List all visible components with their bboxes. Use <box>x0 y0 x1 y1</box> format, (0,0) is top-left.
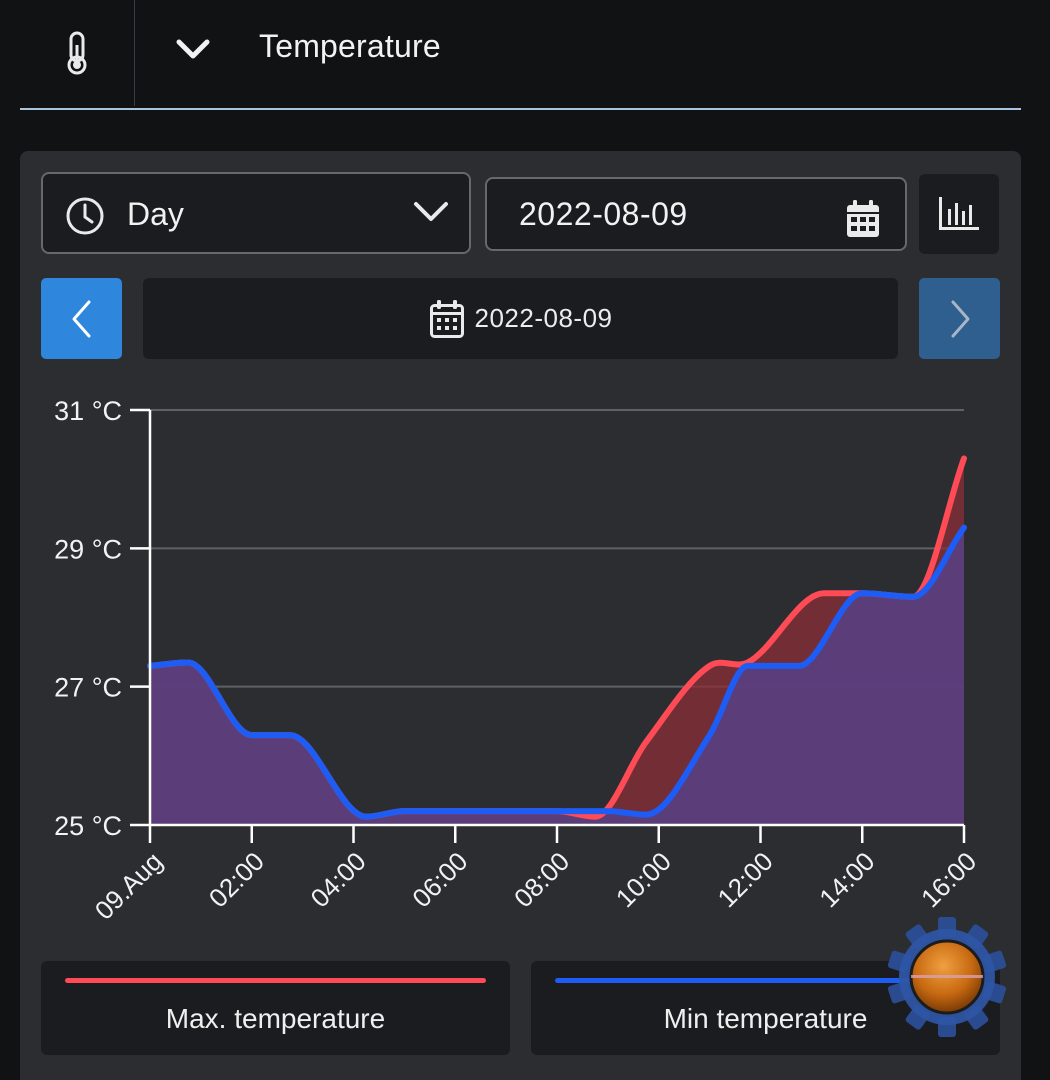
settings-gear-icon[interactable] <box>885 915 1009 1039</box>
legend-line-max <box>65 978 486 983</box>
chart-type-button[interactable] <box>919 174 999 254</box>
y-tick-label: 27 °C <box>54 673 122 703</box>
x-tick-label: 06:00 <box>406 846 473 913</box>
chevron-down-icon <box>176 39 210 59</box>
calendar-icon <box>429 299 464 338</box>
current-date-text: 2022-08-09 <box>474 303 613 333</box>
collapse-toggle-button[interactable] <box>170 30 216 70</box>
x-tick-label: 12:00 <box>712 846 779 913</box>
clock-icon <box>66 197 104 235</box>
card-header: Temperature <box>20 0 1021 110</box>
date-input[interactable]: 2022-08-09 <box>485 177 907 251</box>
chevron-right-icon <box>951 300 969 337</box>
legend-label-max: Max. temperature <box>165 1003 386 1034</box>
date-input-value: 2022-08-09 <box>519 196 688 232</box>
legend-label-min: Min temperature <box>663 1003 868 1034</box>
series-area-1 <box>150 527 964 825</box>
chevron-left-icon <box>72 300 90 337</box>
current-date-display: 2022-08-09 <box>143 278 898 359</box>
x-tick-label: 02:00 <box>203 846 270 913</box>
period-select[interactable]: Day <box>41 172 471 254</box>
previous-day-button[interactable] <box>41 278 122 359</box>
y-tick-label: 31 °C <box>54 396 122 426</box>
x-tick-label: 09.Aug <box>89 846 168 925</box>
temperature-chart: 25 °C 27 °C 29 °C 31 °C 09.Aug 02:00 04:00 06:… <box>54 396 982 926</box>
next-day-button[interactable] <box>919 278 1000 359</box>
series-line-1 <box>147 524 967 820</box>
chevron-down-icon <box>414 202 448 221</box>
bar-chart-icon <box>939 197 979 230</box>
y-tick-label: 29 °C <box>54 534 122 564</box>
x-tick-label: 08:00 <box>508 846 575 913</box>
x-tick-label: 16:00 <box>915 846 982 913</box>
card-title: Temperature <box>259 28 441 64</box>
calendar-icon[interactable] <box>845 199 881 239</box>
legend-item-max-temperature[interactable]: Max. temperature <box>41 961 510 1055</box>
period-select-value: Day <box>127 196 184 232</box>
x-tick-label: 10:00 <box>610 846 677 913</box>
legend-line-min <box>555 978 976 983</box>
y-tick-label: 25 °C <box>54 811 122 841</box>
x-tick-label: 14:00 <box>813 846 880 913</box>
x-tick-label: 04:00 <box>305 846 372 913</box>
thermometer-icon <box>20 0 135 106</box>
